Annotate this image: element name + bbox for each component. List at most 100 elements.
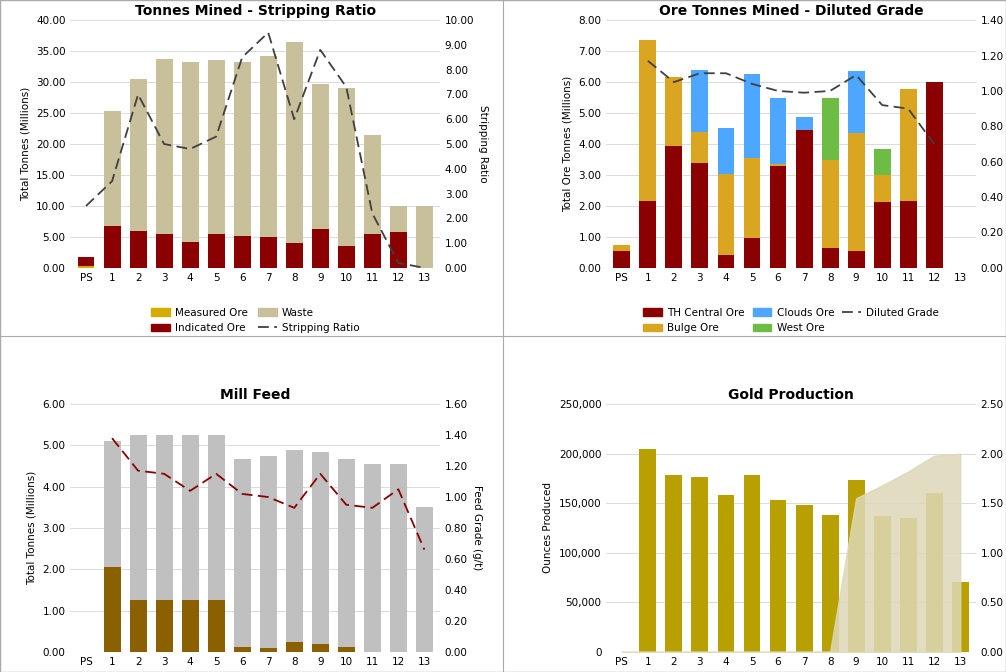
Bar (338, 459, 355, 647)
Bar (848, 71, 864, 133)
Bar (952, 583, 969, 652)
Bar (104, 111, 121, 226)
Bar (899, 202, 916, 268)
Bar (899, 89, 916, 202)
Y-axis label: Total Ore Tonnes (Millions): Total Ore Tonnes (Millions) (562, 76, 572, 212)
Bar (260, 456, 277, 648)
Bar (364, 464, 380, 652)
Bar (207, 234, 224, 268)
Bar (743, 239, 761, 268)
Bar (312, 452, 329, 644)
Bar (640, 40, 656, 202)
Bar (312, 229, 329, 268)
Bar (286, 642, 303, 652)
Legend: Measured Ore, Indicated Ore, Waste, Stripping Ratio: Measured Ore, Indicated Ore, Waste, Stri… (147, 304, 364, 337)
Bar (743, 158, 761, 239)
Bar (130, 79, 147, 230)
Bar (233, 62, 250, 236)
Bar (926, 493, 943, 652)
Bar (899, 518, 916, 652)
Bar (822, 515, 839, 652)
Bar (260, 56, 277, 237)
Bar (77, 257, 95, 266)
Bar (182, 600, 198, 652)
Bar (873, 149, 890, 175)
Bar (338, 246, 355, 268)
Y-axis label: Feed Grade (g/t): Feed Grade (g/t) (472, 485, 482, 571)
Y-axis label: Cumulative Ounces Produced
Millions: Cumulative Ounces Produced Millions (1002, 451, 1006, 605)
Bar (770, 166, 787, 268)
Bar (691, 477, 708, 652)
Bar (390, 464, 406, 652)
Bar (286, 450, 303, 642)
Bar (312, 84, 329, 229)
Bar (691, 132, 708, 163)
Bar (390, 206, 406, 232)
Bar (207, 60, 224, 234)
Bar (364, 234, 380, 268)
Bar (770, 164, 787, 166)
Bar (926, 82, 943, 268)
Bar (390, 232, 406, 268)
Title: Ore Tonnes Mined - Diluted Grade: Ore Tonnes Mined - Diluted Grade (659, 3, 924, 17)
Bar (207, 600, 224, 652)
Bar (873, 175, 890, 202)
Bar (207, 435, 224, 600)
Bar (614, 245, 631, 251)
Title: Gold Production: Gold Production (728, 388, 854, 402)
Bar (796, 117, 813, 130)
Bar (770, 500, 787, 652)
Bar (822, 98, 839, 160)
Title: Mill Feed: Mill Feed (220, 388, 291, 402)
Bar (717, 495, 734, 652)
Bar (233, 647, 250, 652)
Bar (130, 600, 147, 652)
Bar (640, 449, 656, 652)
Bar (130, 435, 147, 600)
Bar (233, 459, 250, 647)
Bar (691, 163, 708, 268)
Bar (104, 226, 121, 268)
Bar (614, 251, 631, 268)
Bar (822, 160, 839, 249)
Bar (104, 442, 121, 567)
Bar (640, 202, 656, 268)
Bar (743, 476, 761, 652)
Bar (286, 42, 303, 243)
Bar (182, 62, 198, 242)
Bar (848, 251, 864, 268)
Bar (338, 88, 355, 246)
Bar (130, 230, 147, 268)
Bar (770, 97, 787, 164)
Bar (338, 647, 355, 652)
Bar (415, 507, 433, 652)
Bar (873, 202, 890, 268)
Bar (156, 59, 173, 234)
Bar (182, 435, 198, 600)
Bar (415, 206, 433, 268)
Bar (796, 130, 813, 268)
Bar (156, 600, 173, 652)
Bar (743, 75, 761, 158)
Bar (666, 77, 682, 146)
Y-axis label: Total Tonnes (Millions): Total Tonnes (Millions) (20, 87, 30, 201)
Title: Tonnes Mined - Stripping Ratio: Tonnes Mined - Stripping Ratio (135, 3, 376, 17)
Bar (691, 71, 708, 132)
Bar (848, 133, 864, 251)
Bar (312, 644, 329, 652)
Bar (156, 234, 173, 268)
Bar (822, 249, 839, 268)
Bar (848, 480, 864, 652)
Bar (796, 505, 813, 652)
Bar (182, 242, 198, 268)
Y-axis label: Total Tonnes (Millions): Total Tonnes (Millions) (27, 471, 37, 585)
Y-axis label: Stripping Ratio: Stripping Ratio (478, 106, 488, 183)
Bar (717, 255, 734, 268)
Bar (286, 243, 303, 268)
Bar (717, 128, 734, 174)
Bar (104, 567, 121, 652)
Bar (233, 236, 250, 268)
Bar (717, 174, 734, 255)
Bar (666, 476, 682, 652)
Bar (364, 134, 380, 234)
